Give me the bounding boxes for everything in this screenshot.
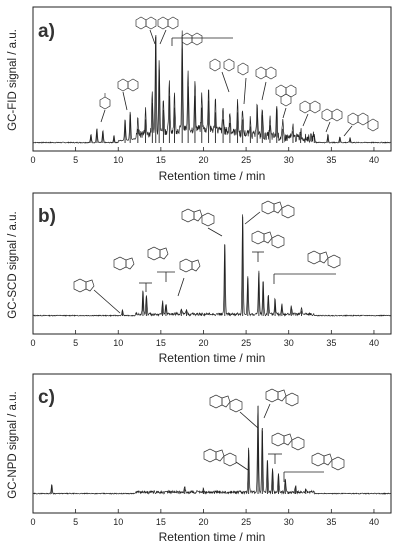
structure-icon — [347, 112, 379, 132]
x-tick-label: 5 — [73, 338, 78, 348]
panel-c-structures — [203, 388, 345, 482]
panel-a: a) GC-FID signal / a.u. Retention time /… — [7, 6, 392, 183]
x-tick-label: 10 — [113, 517, 123, 527]
structure-icon — [117, 78, 139, 92]
structure-icon — [261, 200, 295, 219]
panel-c-x-axis: 0 5 10 15 20 25 30 35 40 — [30, 509, 379, 527]
panel-a-structures — [99, 16, 379, 137]
x-tick-label: 0 — [30, 517, 35, 527]
x-tick-label: 5 — [73, 517, 78, 527]
panel-b-frame — [32, 192, 392, 335]
panel-c-ylabel: GC-NPD signal / a.u. — [7, 391, 19, 498]
panel-b-trace — [32, 214, 392, 317]
panel-b: b) GC-SCD signal / a.u. Retention time /… — [7, 192, 392, 365]
x-tick-label: 10 — [113, 338, 123, 348]
structure-icon — [73, 278, 95, 293]
panel-b-x-axis: 0 5 10 15 20 25 30 35 40 — [30, 330, 379, 348]
panel-c-trace — [32, 405, 392, 495]
x-tick-label: 25 — [241, 338, 251, 348]
structure-icon — [321, 108, 343, 122]
x-tick-label: 20 — [198, 155, 208, 165]
panel-b-structures — [73, 200, 341, 314]
x-tick-label: 0 — [30, 155, 35, 165]
x-tick-label: 20 — [198, 517, 208, 527]
panel-b-xlabel: Retention time / min — [159, 351, 266, 365]
x-tick-label: 30 — [284, 517, 294, 527]
structure-icon — [307, 250, 341, 269]
x-tick-label: 15 — [156, 155, 166, 165]
panel-c-peaks — [51, 406, 307, 494]
structure-icon — [255, 66, 277, 80]
x-tick-label: 20 — [198, 338, 208, 348]
x-tick-label: 35 — [326, 517, 336, 527]
x-tick-label: 35 — [326, 338, 336, 348]
structure-icon — [135, 16, 157, 30]
structure-icon — [147, 246, 169, 261]
panel-c-xlabel: Retention time / min — [159, 530, 266, 544]
structure-icon — [179, 258, 201, 273]
panel-a-x-axis: 0 5 10 15 20 25 30 35 40 — [30, 147, 379, 165]
panel-b-ylabel: GC-SCD signal / a.u. — [7, 211, 19, 318]
panel-c-frame — [32, 373, 392, 514]
panel-a-frame — [32, 6, 392, 152]
x-tick-label: 15 — [156, 517, 166, 527]
panel-a-peaks — [90, 36, 351, 143]
structure-icon — [181, 32, 203, 46]
structure-icon — [181, 208, 215, 227]
x-tick-label: 30 — [284, 155, 294, 165]
panel-b-label: b) — [38, 206, 56, 227]
x-tick-label: 15 — [156, 338, 166, 348]
x-tick-label: 40 — [369, 517, 379, 527]
structure-icon — [271, 432, 305, 451]
panel-a-label: a) — [38, 21, 55, 42]
x-tick-label: 0 — [30, 338, 35, 348]
structure-icon — [157, 16, 179, 30]
structure-icon — [203, 448, 237, 467]
structure-icon — [209, 58, 235, 72]
x-tick-label: 10 — [113, 155, 123, 165]
x-tick-label: 25 — [241, 517, 251, 527]
panel-a-xlabel: Retention time / min — [159, 169, 266, 183]
panel-c: c) GC-NPD signal / a.u. Retention time /… — [7, 373, 392, 544]
panel-a-ylabel: GC-FID signal / a.u. — [7, 29, 19, 131]
structure-icon — [113, 256, 135, 271]
structure-icon — [275, 84, 297, 107]
structure-icon — [237, 62, 249, 76]
structure-icon — [265, 388, 299, 407]
structure-icon — [251, 230, 285, 249]
structure-icon — [209, 394, 243, 413]
panel-a-trace — [33, 30, 392, 144]
x-tick-label: 30 — [284, 338, 294, 348]
panel-c-label: c) — [38, 387, 55, 408]
structure-icon — [99, 93, 111, 110]
x-tick-label: 40 — [369, 338, 379, 348]
structure-icon — [311, 452, 345, 471]
x-tick-label: 35 — [326, 155, 336, 165]
x-tick-label: 40 — [369, 155, 379, 165]
x-tick-label: 25 — [241, 155, 251, 165]
panel-b-peaks — [122, 216, 302, 316]
structure-icon — [299, 100, 321, 114]
x-tick-label: 5 — [73, 155, 78, 165]
